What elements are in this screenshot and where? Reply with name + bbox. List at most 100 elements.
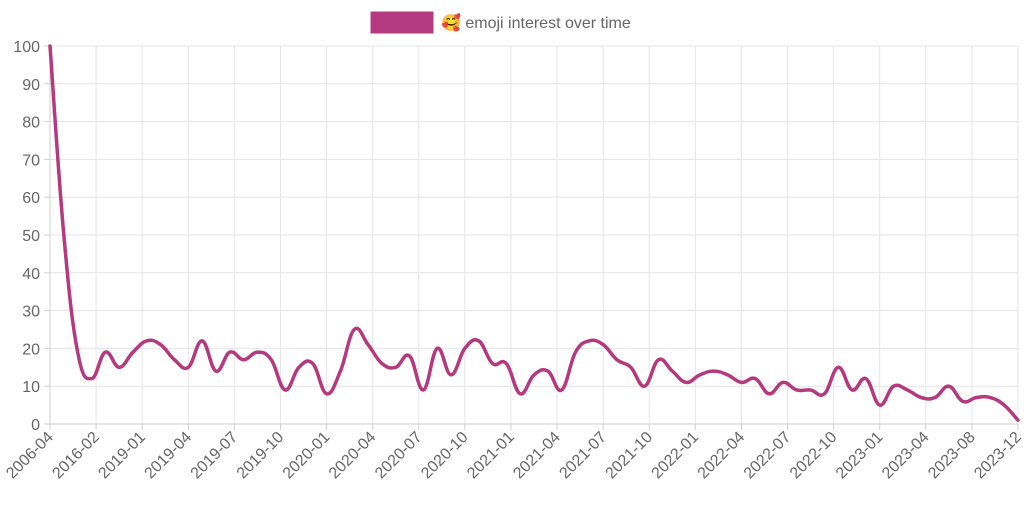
data-point[interactable] (656, 357, 661, 362)
data-point[interactable] (310, 361, 315, 366)
y-tick-label: 60 (22, 190, 40, 207)
data-point[interactable] (158, 342, 163, 347)
data-point[interactable] (490, 361, 495, 366)
data-point[interactable] (697, 372, 702, 377)
data-point[interactable] (670, 369, 675, 374)
data-point[interactable] (725, 372, 730, 377)
data-point[interactable] (241, 357, 246, 362)
data-point[interactable] (283, 387, 288, 392)
data-point[interactable] (518, 391, 523, 396)
x-tick-label: 2022-10 (787, 429, 841, 483)
x-tick-label: 2021-10 (603, 429, 657, 483)
data-point[interactable] (532, 372, 537, 377)
data-point[interactable] (449, 372, 454, 377)
data-point[interactable] (933, 395, 938, 400)
y-tick-label: 0 (31, 417, 40, 434)
data-point[interactable] (545, 369, 550, 374)
data-point[interactable] (684, 380, 689, 385)
data-point[interactable] (614, 357, 619, 362)
x-tick-label: 2022-07 (741, 429, 795, 483)
x-tick-label: 2020-04 (326, 429, 380, 483)
data-point[interactable] (144, 338, 149, 343)
x-tick-label: 2016-02 (49, 429, 103, 483)
data-point[interactable] (462, 346, 467, 351)
data-point[interactable] (905, 387, 910, 392)
data-point[interactable] (379, 361, 384, 366)
data-point[interactable] (573, 350, 578, 355)
data-point[interactable] (780, 380, 785, 385)
data-point[interactable] (255, 350, 260, 355)
data-point[interactable] (352, 327, 357, 332)
data-point[interactable] (836, 365, 841, 370)
data-point[interactable] (48, 44, 53, 49)
y-tick-label: 80 (22, 115, 40, 132)
data-point[interactable] (891, 384, 896, 389)
x-tick-label: 2006-04 (3, 429, 57, 483)
data-point[interactable] (919, 395, 924, 400)
data-point[interactable] (711, 369, 716, 374)
data-point[interactable] (946, 384, 951, 389)
series-line[interactable] (48, 44, 1020, 422)
data-point[interactable] (269, 357, 274, 362)
legend[interactable]: 🥰 emoji interest over time (370, 11, 631, 34)
data-point[interactable] (421, 387, 426, 392)
data-point[interactable] (960, 399, 965, 404)
x-tick-label: 2023-08 (925, 429, 979, 483)
x-tick-label: 2021-01 (464, 429, 518, 483)
data-point[interactable] (227, 350, 232, 355)
data-point[interactable] (753, 376, 758, 381)
data-point[interactable] (877, 403, 882, 408)
data-point[interactable] (628, 365, 633, 370)
data-point[interactable] (794, 387, 799, 392)
data-point[interactable] (504, 361, 509, 366)
data-point[interactable] (61, 233, 66, 238)
data-point[interactable] (974, 395, 979, 400)
x-tick-label: 2021-04 (510, 429, 564, 483)
data-point[interactable] (559, 387, 564, 392)
x-axis-ticks: 2006-042016-022019-012019-042019-072019-… (3, 424, 1024, 482)
data-point[interactable] (200, 338, 205, 343)
legend-swatch[interactable] (370, 11, 434, 34)
y-tick-label: 50 (22, 228, 40, 245)
x-tick-label: 2020-07 (372, 429, 426, 483)
data-point[interactable] (850, 387, 855, 392)
data-point[interactable] (476, 338, 481, 343)
data-point[interactable] (767, 391, 772, 396)
data-point[interactable] (366, 342, 371, 347)
data-point[interactable] (186, 365, 191, 370)
data-point[interactable] (1016, 418, 1021, 423)
x-tick-label: 2019-07 (188, 429, 242, 483)
data-point[interactable] (393, 365, 398, 370)
data-point[interactable] (296, 365, 301, 370)
x-tick-label: 2020-10 (418, 429, 472, 483)
data-point[interactable] (75, 350, 80, 355)
x-tick-label: 2019-04 (142, 429, 196, 483)
data-point[interactable] (89, 376, 94, 381)
y-tick-label: 100 (13, 39, 40, 56)
data-point[interactable] (172, 357, 177, 362)
data-point[interactable] (103, 350, 108, 355)
data-point[interactable] (863, 376, 868, 381)
data-point[interactable] (435, 346, 440, 351)
x-tick-label: 2021-07 (556, 429, 610, 483)
data-point[interactable] (642, 384, 647, 389)
legend-label[interactable]: 🥰 emoji interest over time (441, 13, 631, 32)
data-point[interactable] (822, 391, 827, 396)
data-point[interactable] (988, 395, 993, 400)
data-point[interactable] (587, 338, 592, 343)
data-point[interactable] (407, 353, 412, 358)
data-point[interactable] (739, 380, 744, 385)
data-point[interactable] (601, 342, 606, 347)
data-point[interactable] (324, 391, 329, 396)
data-point[interactable] (130, 350, 135, 355)
data-point[interactable] (338, 369, 343, 374)
data-point[interactable] (1002, 403, 1007, 408)
data-point[interactable] (213, 369, 218, 374)
x-tick-label: 2023-12 (971, 429, 1024, 483)
x-tick-label: 2022-04 (695, 429, 749, 483)
y-tick-label: 40 (22, 266, 40, 283)
series-layer (48, 44, 1021, 423)
data-point[interactable] (808, 387, 813, 392)
data-point[interactable] (117, 365, 122, 370)
